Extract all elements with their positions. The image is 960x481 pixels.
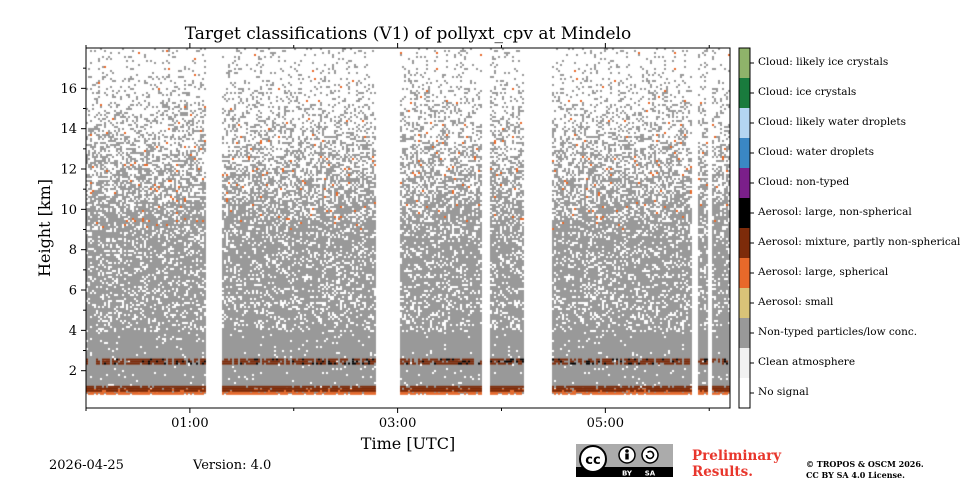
colorbar-swatch	[739, 48, 750, 78]
colorbar-swatch	[739, 228, 750, 258]
y-tick-label: 4	[69, 324, 77, 339]
y-tick-label: 6	[69, 284, 77, 299]
colorbar-swatch	[739, 348, 750, 378]
preliminary-line-2: Results.	[692, 464, 753, 480]
colorbar-swatch	[739, 198, 750, 228]
preliminary-notice: Preliminary Results.	[692, 448, 781, 480]
colorbar-label: Cloud: ice crystals	[758, 86, 857, 98]
colorbar-label: Cloud: likely ice crystals	[758, 56, 889, 68]
colorbar-label: Aerosol: large, non-spherical	[758, 206, 912, 218]
colorbar-swatch	[739, 138, 750, 168]
colorbar-label: Aerosol: mixture, partly non-spherical	[758, 236, 960, 248]
colorbar-label: Aerosol: large, spherical	[758, 266, 889, 278]
y-tick-label: 8	[69, 243, 77, 258]
colorbar-swatch	[739, 288, 750, 318]
colorbar-swatch	[739, 108, 750, 138]
colorbar-swatch	[739, 318, 750, 348]
colorbar-label: No signal	[758, 386, 809, 398]
footer-version: Version: 4.0	[193, 458, 272, 473]
cc-by-label: BY	[622, 470, 633, 478]
x-tick-label: 01:00	[171, 416, 208, 431]
colorbar-label: Non-typed particles/low conc.	[758, 326, 918, 338]
colorbar-label: Clean atmosphere	[758, 356, 856, 368]
colorbar-label: Cloud: non-typed	[758, 176, 850, 188]
axes: 01:00 03:00 05:00 2 4 6 8 10 12 14 16 Time [UTC] Hei…	[35, 43, 731, 453]
chart-title: Target classifications (V1) of pollyxt_c…	[184, 24, 632, 44]
colorbar-swatch	[739, 78, 750, 108]
plot-area	[86, 48, 730, 408]
colorbar-swatch	[739, 168, 750, 198]
y-tick-label: 12	[60, 163, 77, 178]
x-axis-label: Time [UTC]	[361, 434, 455, 453]
y-axis-label: Height [km]	[35, 179, 54, 277]
colorbar-swatch	[739, 378, 750, 408]
y-tick-label: 10	[60, 203, 77, 218]
colorbar-label: Aerosol: small	[758, 296, 834, 308]
colorbar	[738, 47, 754, 409]
cc-license-badge: cc BY SA	[576, 444, 673, 477]
plot-frame	[85, 47, 731, 409]
x-tick-label: 03:00	[379, 416, 416, 431]
y-tick-label: 2	[69, 364, 77, 379]
y-tick-label: 16	[60, 82, 77, 97]
y-tick-label: 14	[60, 122, 77, 137]
classification-field	[86, 48, 730, 408]
colorbar-label: Cloud: likely water droplets	[758, 116, 906, 128]
x-tick-label: 05:00	[587, 416, 624, 431]
colorbar-frame	[738, 47, 751, 409]
preliminary-line-1: Preliminary	[692, 448, 782, 464]
share-alike-icon	[641, 446, 659, 464]
colorbar-swatch	[739, 258, 750, 288]
copyright-notice: © TROPOS & OSCM 2026. CC BY SA 4.0 Licen…	[806, 459, 924, 481]
cc-sa-label: SA	[645, 470, 656, 478]
colorbar-label: Cloud: water droplets	[758, 146, 875, 158]
footer-date: 2026-04-25	[49, 458, 124, 473]
cc-logo-text: cc	[585, 453, 600, 468]
copyright-line-1: © TROPOS & OSCM 2026.	[806, 459, 924, 469]
copyright-line-2: CC BY SA 4.0 License.	[806, 470, 905, 480]
